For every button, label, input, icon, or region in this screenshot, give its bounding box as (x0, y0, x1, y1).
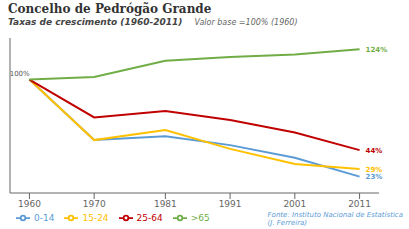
svg-text:44%: 44% (366, 147, 383, 155)
svg-text:1970: 1970 (83, 199, 106, 209)
html-text:Taxas de crescimento (1960-201: Taxas de crescimento (1960-2011) (8, 17, 183, 27)
svg-text:29%: 29% (365, 165, 383, 174)
svg-text:1960: 1960 (18, 199, 41, 209)
svg-text:2001: 2001 (283, 199, 306, 209)
svg-text:1991: 1991 (219, 199, 242, 209)
html-text:Fonte: Instituto Nacional de E: Fonte: Instituto Nacional de Estatística (267, 211, 403, 219)
html-text:25-64: 25-64 (136, 212, 163, 223)
svg-text:2011: 2011 (348, 199, 371, 209)
html-text:15-24: 15-24 (82, 212, 109, 223)
html-text:0-14: 0-14 (34, 212, 55, 223)
svg-text:100%: 100% (10, 70, 30, 78)
svg-text:23%: 23% (366, 173, 383, 181)
html-text:(J. Ferreira): (J. Ferreira) (267, 219, 308, 227)
html-text:Valor base =100% (1960): Valor base =100% (1960) (194, 18, 298, 27)
html-text:>65: >65 (190, 212, 210, 223)
svg-text:124%: 124% (366, 46, 388, 54)
html-text:Concelho de Pedrógão Grande: Concelho de Pedrógão Grande (8, 2, 212, 16)
svg-text:1981: 1981 (154, 199, 177, 209)
